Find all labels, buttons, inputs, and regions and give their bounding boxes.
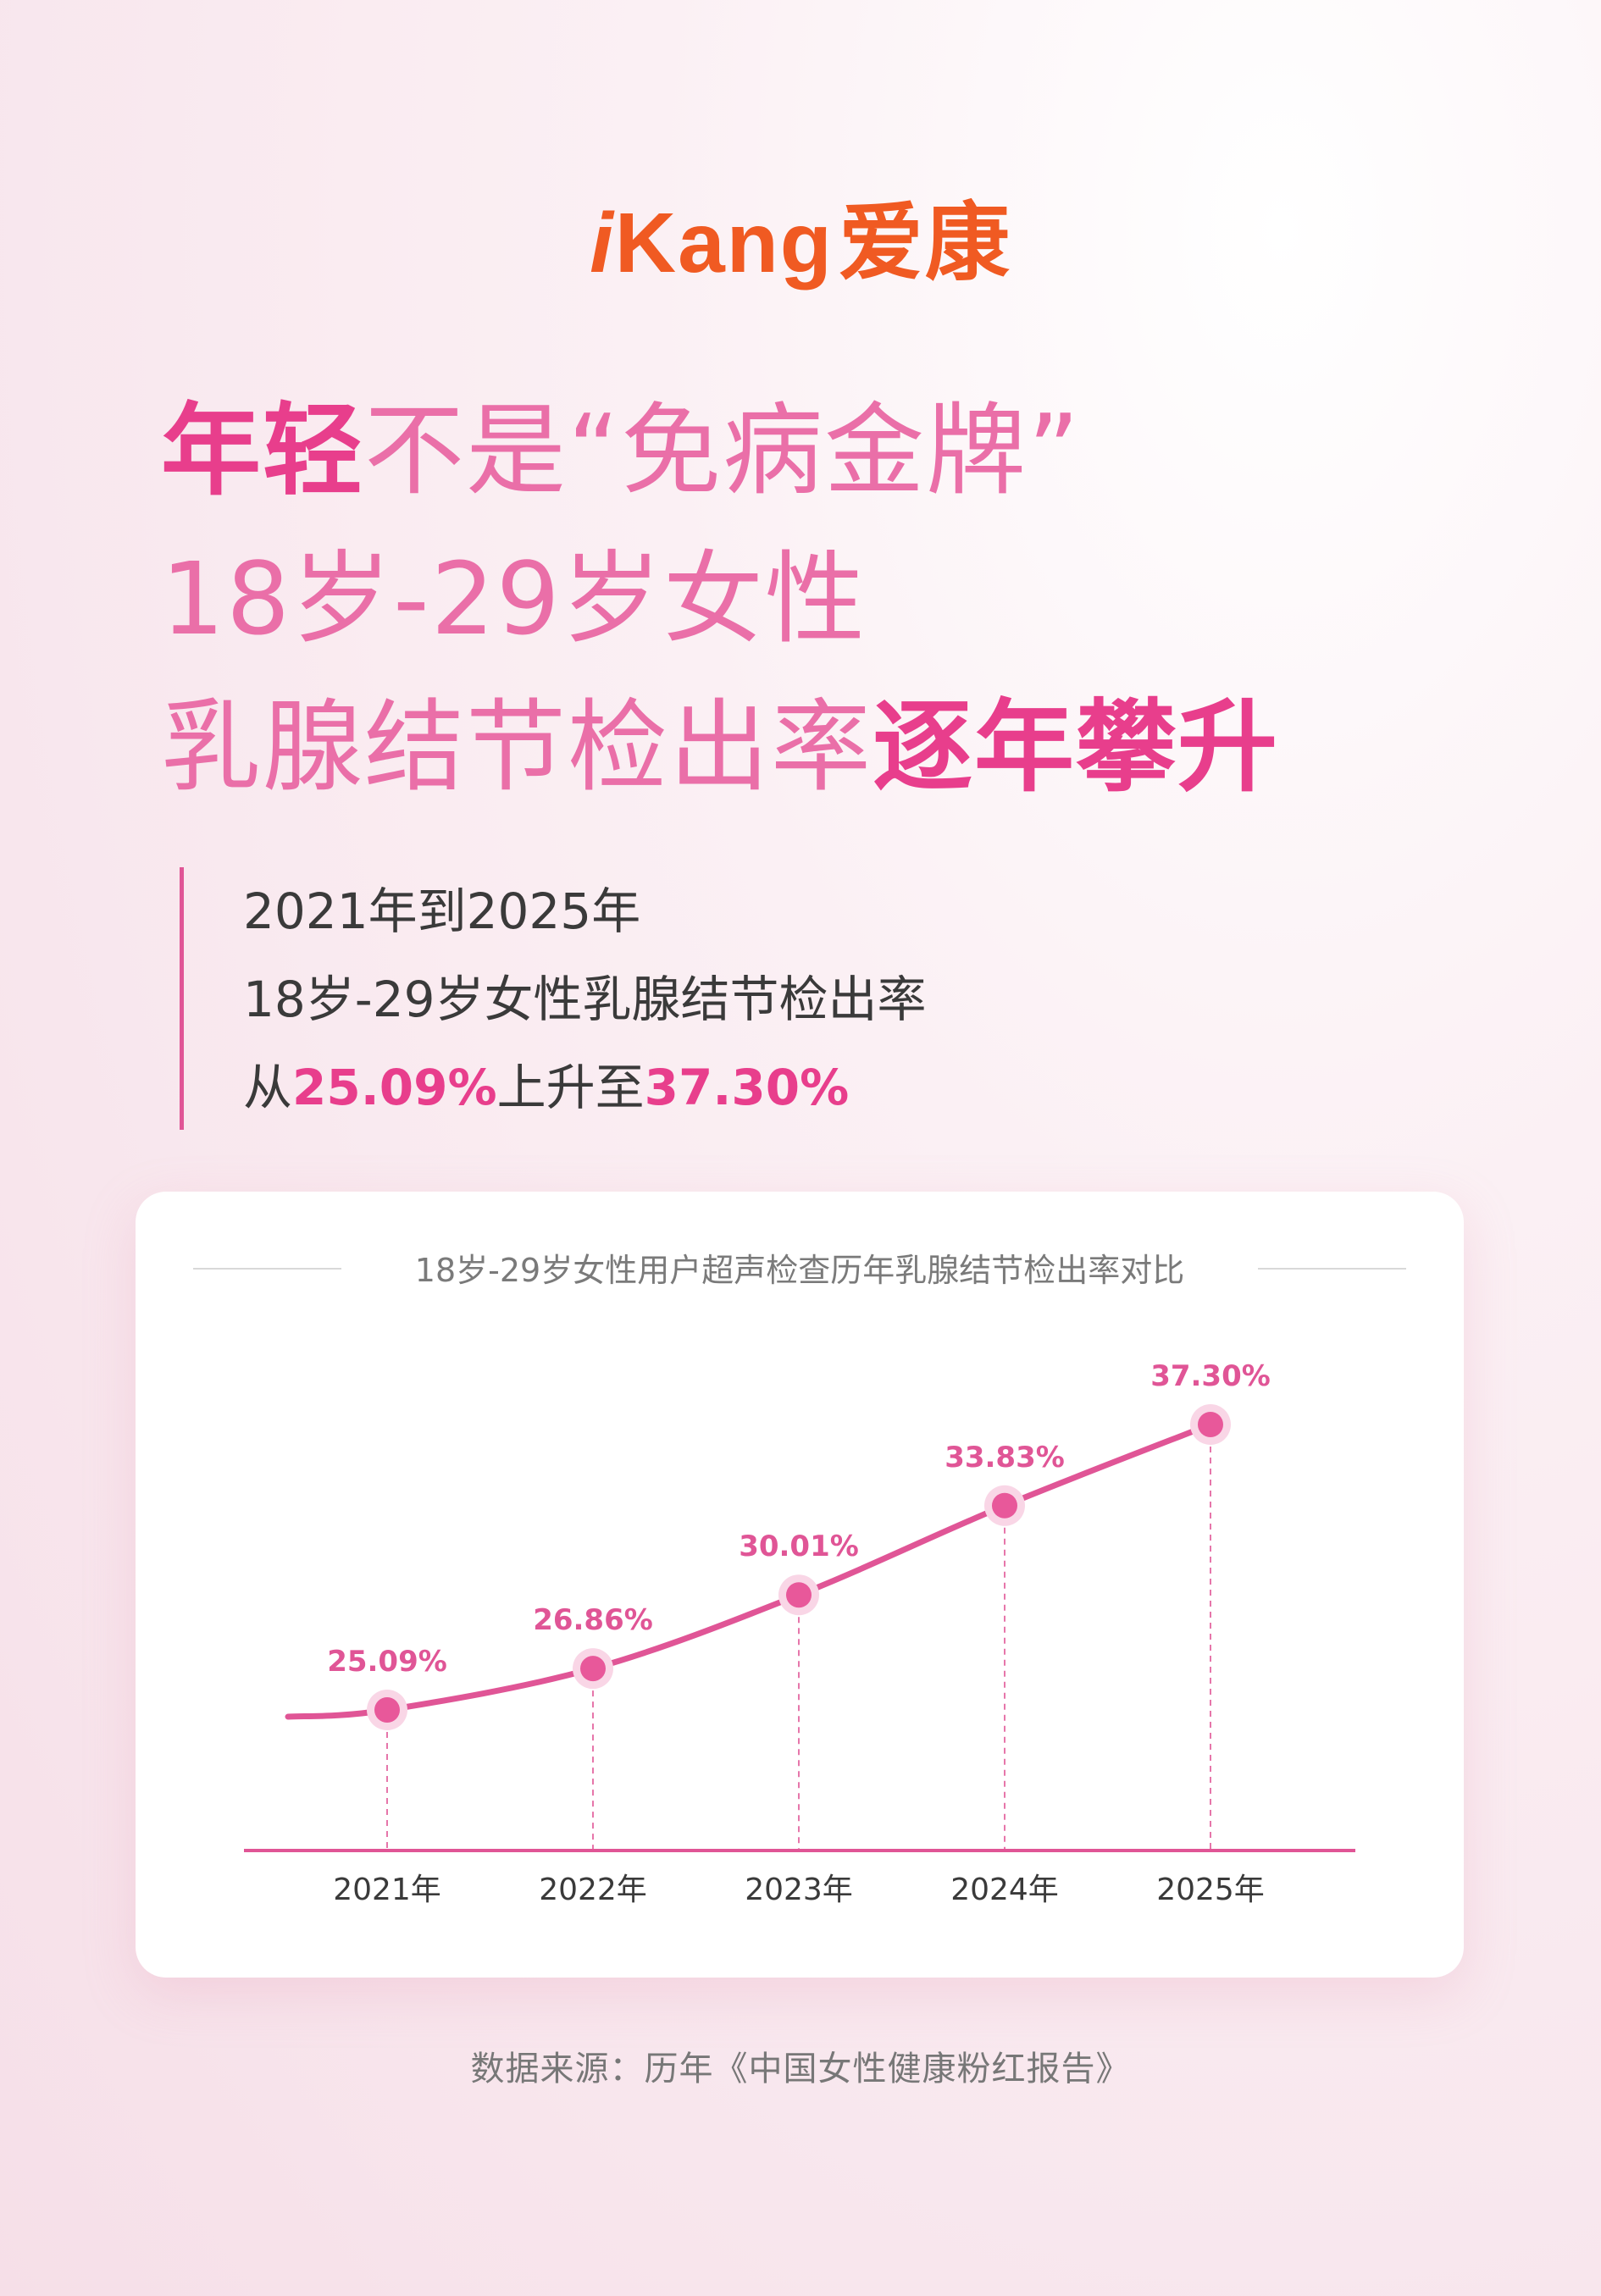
summary-line-2: 18岁-29岁女性乳腺结节检出率 <box>243 971 927 1028</box>
data-point-4 <box>992 1492 1017 1519</box>
x-tick-label-4: 2024年 <box>950 1873 1059 1907</box>
value-label-3: 30.01% <box>739 1530 859 1563</box>
data-point-1 <box>374 1697 400 1723</box>
data-point-3 <box>786 1582 812 1608</box>
headline-line-3: 乳腺结节检出率逐年攀升 <box>161 689 1280 805</box>
data-point-5 <box>1198 1412 1223 1437</box>
title-rule-right <box>1258 1268 1406 1270</box>
value-label-5: 37.30% <box>1150 1359 1271 1393</box>
headline-line-2: 18岁-29岁女性 <box>161 540 867 657</box>
value-label-4: 33.83% <box>945 1441 1065 1474</box>
chart-title: 18岁-29岁女性用户超声检查历年乳腺结节检出率对比 <box>414 1252 1185 1289</box>
x-tick-label-2: 2022年 <box>539 1873 647 1907</box>
x-tick-label-1: 2021年 <box>333 1873 441 1907</box>
chart-card: 18岁-29岁女性用户超声检查历年乳腺结节检出率对比 25.09% 2021年 26… <box>136 1192 1464 1978</box>
x-tick-label-3: 2023年 <box>745 1873 853 1907</box>
x-tick-label-5: 2025年 <box>1156 1873 1265 1907</box>
summary-line-1: 2021年到2025年 <box>243 882 641 940</box>
data-source: 数据来源：历年《中国女性健康粉红报告》 <box>470 2050 1131 2089</box>
summary-block: 2021年到2025年 18岁-29岁女性乳腺结节检出率 从25.09%上升至3… <box>180 867 927 1130</box>
summary-line-3: 从25.09%上升至37.30% <box>243 1059 850 1116</box>
headline-line-1: 年轻不是“免病金牌” <box>161 392 1082 509</box>
title-rule-left <box>193 1268 341 1270</box>
data-point-2 <box>580 1656 606 1682</box>
value-label-1: 25.09% <box>327 1645 447 1679</box>
headline: 年轻不是“免病金牌” 18岁-29岁女性 乳腺结节检出率逐年攀升 <box>161 377 1279 822</box>
ikang-logo: iKang爱康 <box>590 193 1011 292</box>
line-chart: 25.09% 2021年 26.86% 2022年 30.01% 2023年 33.83% 2… <box>244 1359 1355 1907</box>
value-label-2: 26.86% <box>533 1603 653 1637</box>
